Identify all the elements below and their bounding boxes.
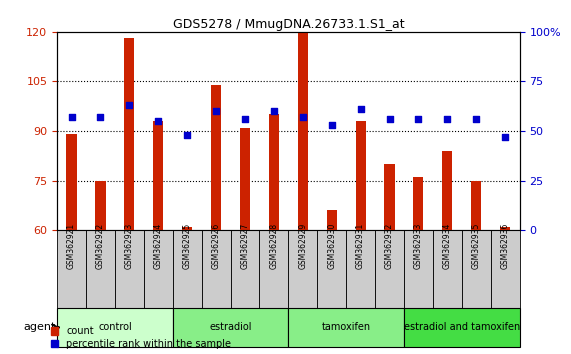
Point [356,106,365,112]
Bar [182,227,192,230]
Legend: count, percentile rank within the sample: count, percentile rank within the sample [51,326,231,349]
Point [183,132,192,138]
FancyBboxPatch shape [172,230,202,308]
Text: estradiol: estradiol [210,322,252,332]
FancyBboxPatch shape [288,230,317,308]
Bar [356,121,365,230]
Text: GSM362925: GSM362925 [183,223,192,269]
Bar [443,151,452,230]
Text: GSM362927: GSM362927 [240,223,250,269]
Text: estradiol and tamoxifen: estradiol and tamoxifen [404,322,520,332]
Point [154,118,163,124]
Point [211,108,220,114]
Text: GSM362933: GSM362933 [414,223,423,269]
Point [125,102,134,108]
FancyBboxPatch shape [288,308,404,347]
Text: GSM362930: GSM362930 [327,223,336,269]
FancyBboxPatch shape [490,230,520,308]
Bar [66,134,77,230]
Text: GSM362931: GSM362931 [356,223,365,269]
Text: GSM362926: GSM362926 [212,223,220,269]
Point [240,116,250,122]
Text: control: control [98,322,132,332]
Text: GSM362923: GSM362923 [125,223,134,269]
Bar [95,181,106,230]
Text: GSM362928: GSM362928 [270,223,279,269]
Bar [211,85,221,230]
Text: GSM362934: GSM362934 [443,223,452,269]
FancyBboxPatch shape [404,308,520,347]
FancyBboxPatch shape [57,230,86,308]
FancyBboxPatch shape [375,230,404,308]
Bar [124,39,134,230]
Text: tamoxifen: tamoxifen [321,322,371,332]
FancyBboxPatch shape [346,230,375,308]
Point [472,116,481,122]
Point [270,108,279,114]
Text: agent: agent [23,322,55,332]
Bar [240,128,250,230]
Bar [297,32,308,230]
FancyBboxPatch shape [144,230,172,308]
FancyBboxPatch shape [433,230,462,308]
Bar [384,164,395,230]
Point [96,114,105,120]
FancyBboxPatch shape [86,230,115,308]
Text: GSM362929: GSM362929 [298,223,307,269]
FancyBboxPatch shape [115,230,144,308]
Text: GSM362936: GSM362936 [501,223,510,269]
Point [67,114,76,120]
FancyBboxPatch shape [404,230,433,308]
Title: GDS5278 / MmugDNA.26733.1.S1_at: GDS5278 / MmugDNA.26733.1.S1_at [172,18,404,31]
FancyBboxPatch shape [172,308,288,347]
Point [327,122,336,128]
Text: GSM362922: GSM362922 [96,223,105,269]
Text: GSM362932: GSM362932 [385,223,394,269]
FancyBboxPatch shape [231,230,259,308]
FancyBboxPatch shape [462,230,490,308]
Bar [327,210,337,230]
Bar [471,181,481,230]
FancyBboxPatch shape [259,230,288,308]
Bar [153,121,163,230]
Text: GSM362924: GSM362924 [154,223,163,269]
Bar [269,114,279,230]
Text: GSM362921: GSM362921 [67,223,76,269]
Bar [413,177,424,230]
Point [298,114,307,120]
Point [501,134,510,140]
Text: GSM362935: GSM362935 [472,223,481,269]
FancyBboxPatch shape [202,230,231,308]
Point [385,116,394,122]
Point [443,116,452,122]
FancyBboxPatch shape [57,308,172,347]
Point [414,116,423,122]
FancyBboxPatch shape [317,230,346,308]
Bar [500,227,510,230]
